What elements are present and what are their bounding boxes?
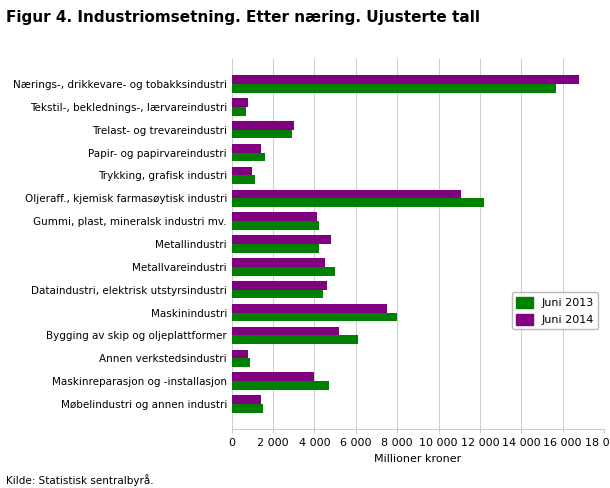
Bar <box>232 198 484 207</box>
Bar <box>232 381 329 390</box>
X-axis label: Millioner kroner: Millioner kroner <box>374 454 462 464</box>
Bar <box>232 235 331 244</box>
Legend: Juni 2013, Juni 2014: Juni 2013, Juni 2014 <box>512 292 598 329</box>
Bar <box>232 153 265 162</box>
Bar <box>232 130 292 139</box>
Bar <box>232 281 327 290</box>
Bar <box>232 144 260 153</box>
Bar <box>232 349 248 358</box>
Bar <box>232 221 318 230</box>
Bar <box>232 358 250 367</box>
Bar <box>232 190 461 198</box>
Bar <box>232 304 387 312</box>
Bar <box>232 290 323 298</box>
Bar <box>232 267 335 276</box>
Text: Figur 4. Industriomsetning. Etter næring. Ujusterte tall: Figur 4. Industriomsetning. Etter næring… <box>6 10 480 25</box>
Bar <box>232 258 325 267</box>
Bar <box>232 326 339 335</box>
Bar <box>232 404 263 412</box>
Bar <box>232 84 556 93</box>
Bar <box>232 98 248 107</box>
Bar <box>232 121 294 130</box>
Bar <box>232 372 315 381</box>
Bar <box>232 107 246 116</box>
Text: Kilde: Statistisk sentralbyrå.: Kilde: Statistisk sentralbyrå. <box>6 474 154 486</box>
Bar <box>232 335 358 344</box>
Bar <box>232 395 260 404</box>
Bar <box>232 76 579 84</box>
Bar <box>232 244 318 253</box>
Bar <box>232 212 317 221</box>
Bar <box>232 176 254 184</box>
Bar <box>232 167 253 176</box>
Bar <box>232 312 397 321</box>
